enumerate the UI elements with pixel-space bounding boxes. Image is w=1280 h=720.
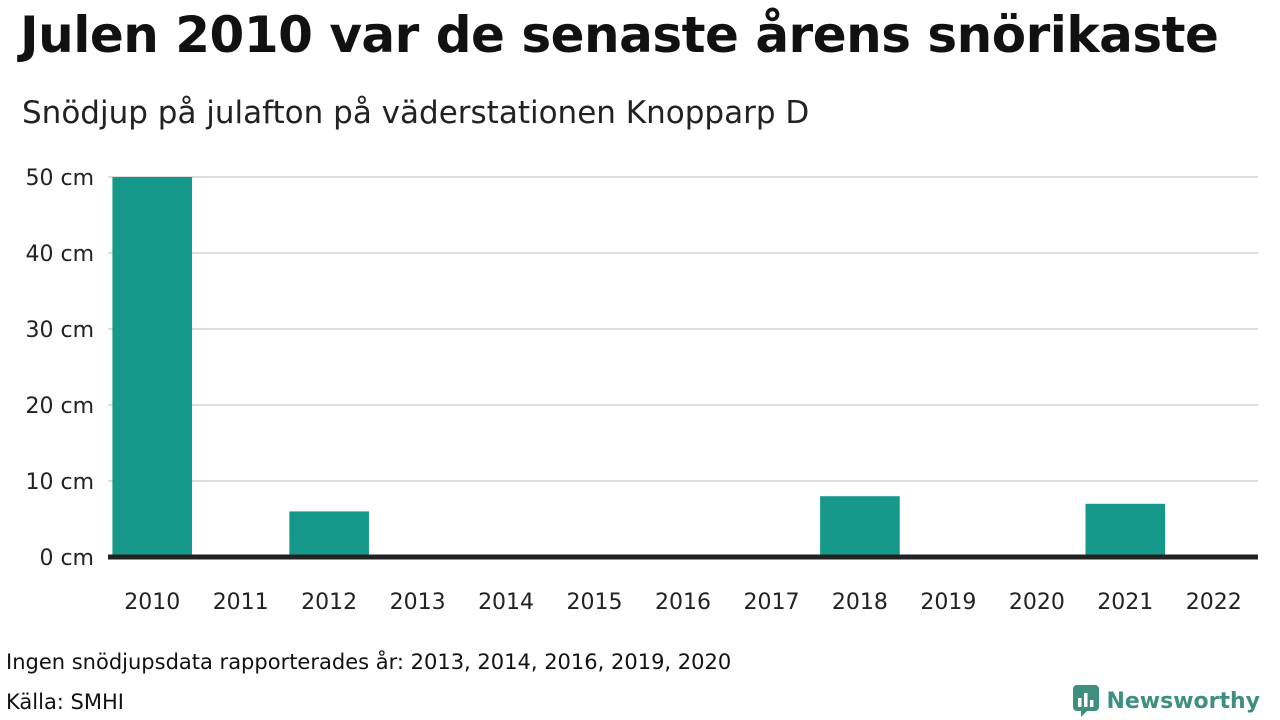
x-tick-label: 2010 [124, 590, 180, 615]
x-tick-label: 2015 [567, 590, 623, 615]
brand-name: Newsworthy [1106, 688, 1260, 714]
y-tick-label: 40 cm [25, 242, 94, 267]
x-tick-label: 2011 [213, 590, 269, 615]
x-tick-label: 2022 [1186, 590, 1242, 615]
bar-2018 [820, 496, 900, 557]
y-tick-label: 30 cm [25, 318, 94, 343]
bar-2012 [289, 511, 369, 557]
chart-title: Julen 2010 var de senaste årens snörikas… [20, 6, 1219, 64]
source-credit: Källa: SMHI [6, 690, 124, 714]
x-tick-label: 2013 [390, 590, 446, 615]
y-tick-label: 0 cm [39, 546, 94, 571]
missing-data-note: Ingen snödjupsdata rapporterades år: 201… [6, 650, 732, 674]
y-tick-label: 10 cm [25, 470, 94, 495]
chart-subtitle: Snödjup på julafton på väderstationen Kn… [22, 95, 810, 131]
x-tick-label: 2021 [1097, 590, 1153, 615]
y-tick-label: 20 cm [25, 394, 94, 419]
brand-logo[interactable]: Newsworthy [1072, 684, 1260, 718]
x-tick-label: 2019 [920, 590, 976, 615]
x-tick-label: 2018 [832, 590, 888, 615]
x-tick-label: 2012 [301, 590, 357, 615]
bar-chart-logo-icon [1073, 685, 1100, 717]
x-tick-label: 2017 [743, 590, 799, 615]
x-tick-label: 2020 [1009, 590, 1065, 615]
bar-2021 [1085, 503, 1166, 557]
bar-2010 [112, 177, 193, 557]
x-tick-label: 2016 [655, 590, 711, 615]
y-tick-label: 50 cm [25, 166, 94, 191]
bar-chart: 0 cm 10 cm 20 cm 30 cm 40 cm 50 cm 2010 2011 201… [25, 166, 1258, 615]
x-tick-label: 2014 [478, 590, 534, 615]
